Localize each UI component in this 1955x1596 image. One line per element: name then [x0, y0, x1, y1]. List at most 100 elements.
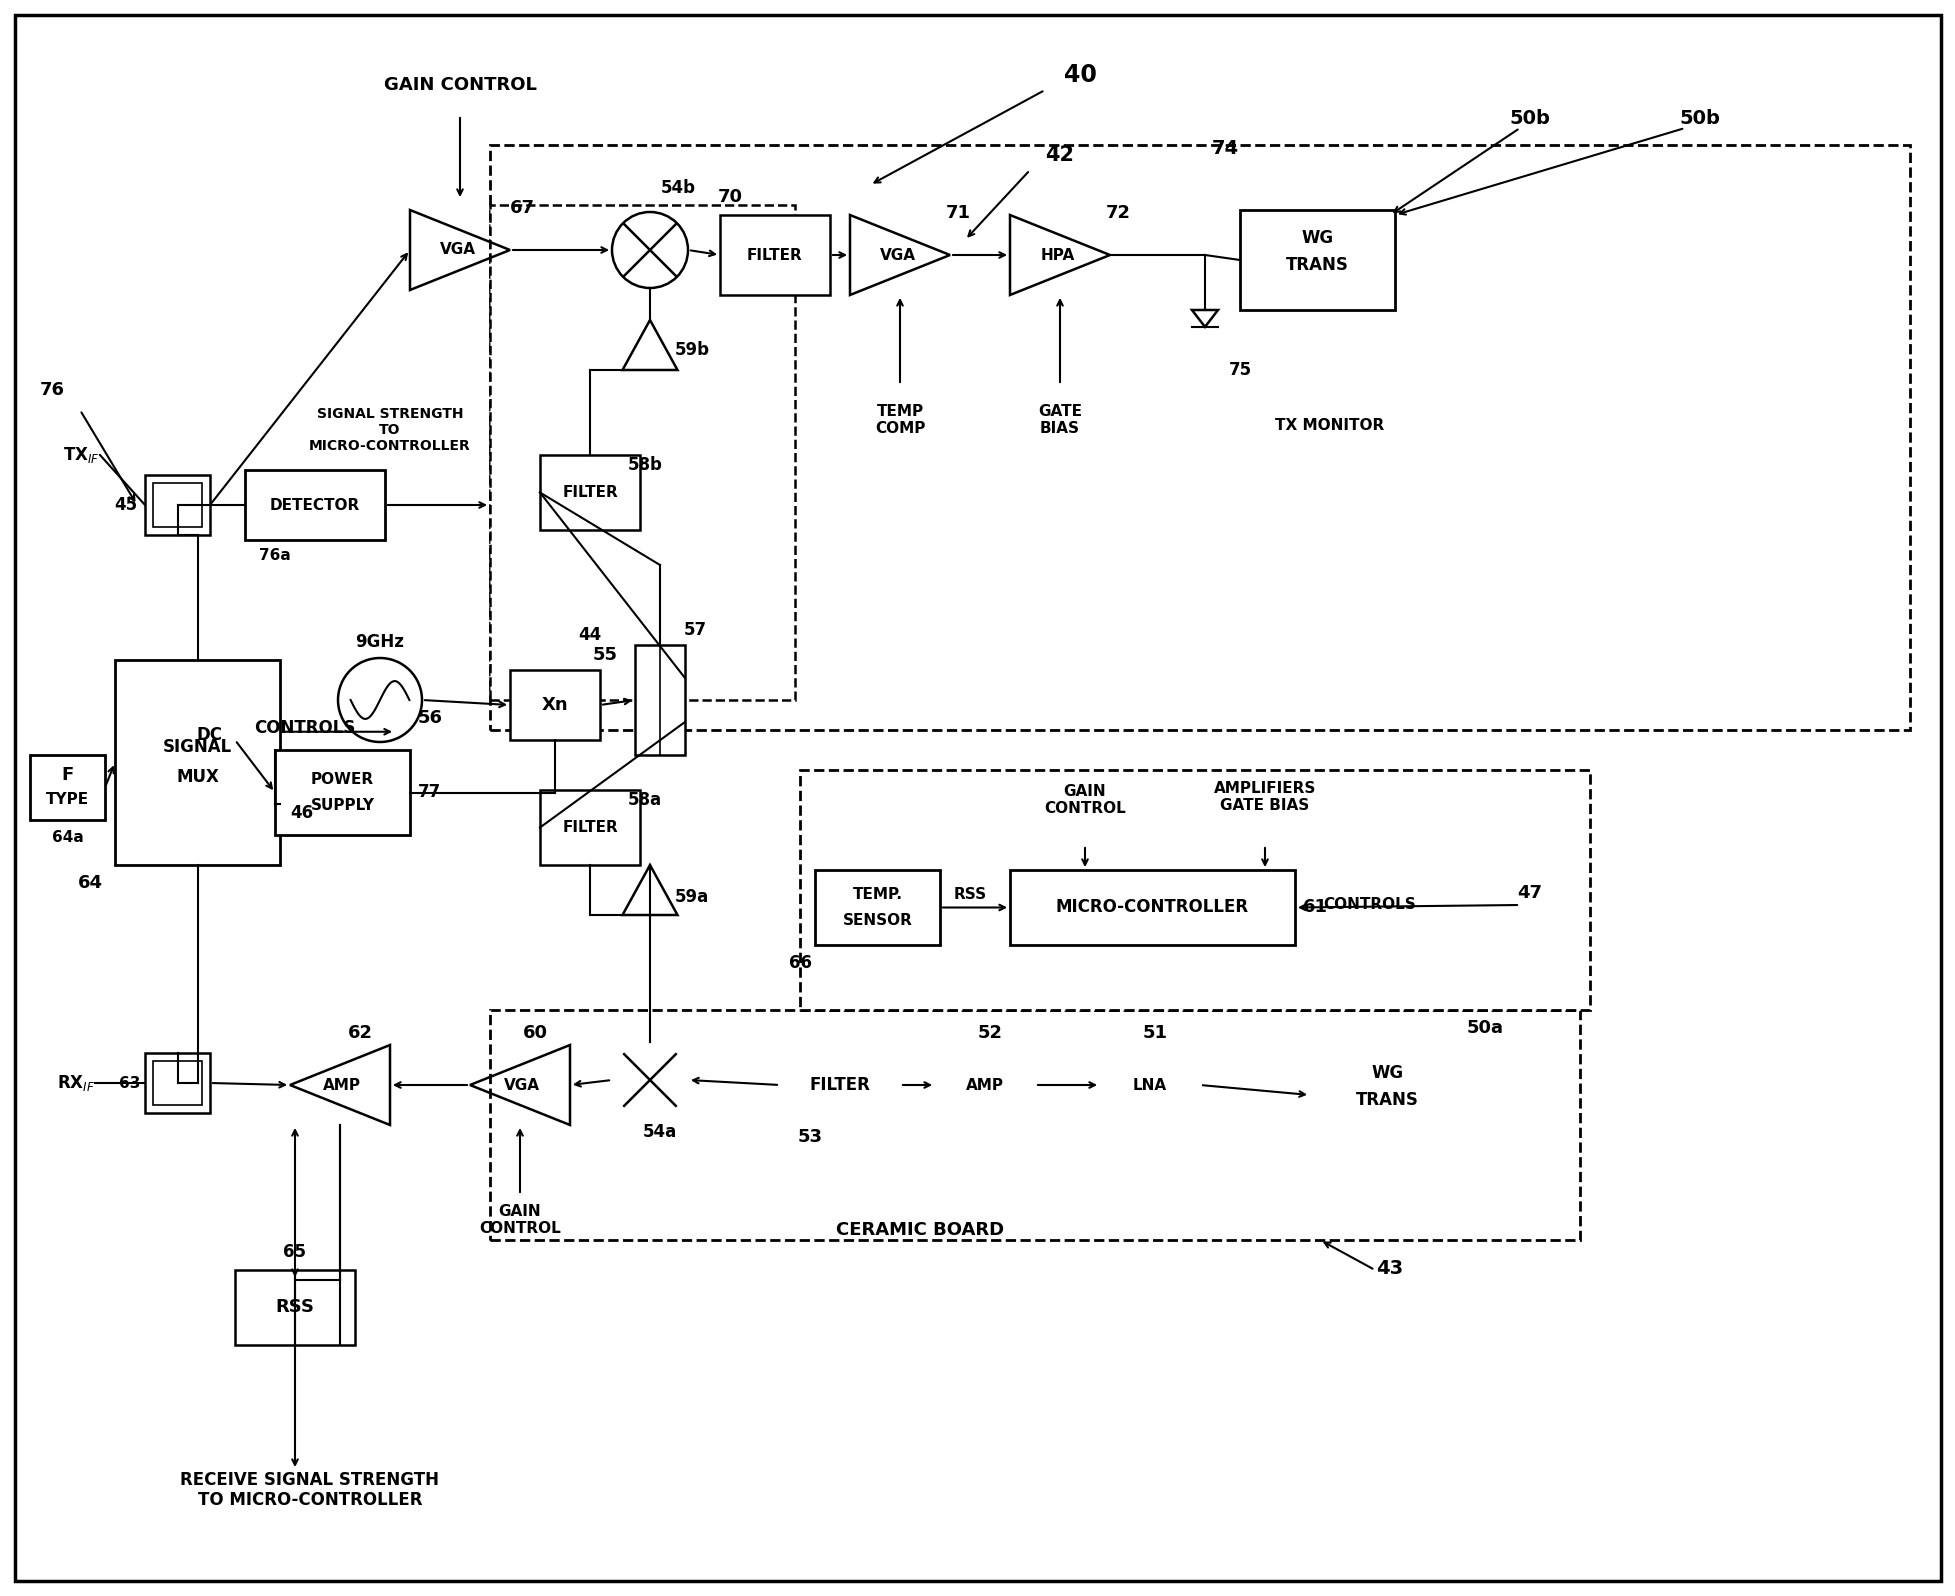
Bar — [115, 661, 280, 865]
Text: TX$_{IF}$: TX$_{IF}$ — [63, 445, 100, 464]
Text: 46: 46 — [289, 804, 313, 822]
Bar — [244, 469, 385, 539]
Text: 77: 77 — [418, 784, 442, 801]
Text: GAIN CONTROL: GAIN CONTROL — [383, 77, 536, 94]
Text: 53: 53 — [798, 1128, 823, 1146]
Bar — [540, 455, 639, 530]
Text: 54a: 54a — [643, 1124, 676, 1141]
Text: FILTER: FILTER — [561, 820, 618, 835]
Text: VGA: VGA — [440, 243, 475, 257]
Text: 63: 63 — [119, 1076, 141, 1090]
Text: 45: 45 — [113, 496, 137, 514]
Bar — [719, 215, 829, 295]
Text: 76a: 76a — [258, 547, 291, 562]
Bar — [540, 790, 639, 865]
Bar — [1239, 211, 1394, 310]
Text: RSS: RSS — [276, 1299, 315, 1317]
Text: TRANS: TRANS — [1355, 1092, 1417, 1109]
Bar — [510, 670, 600, 741]
Bar — [1009, 870, 1294, 945]
Text: 74: 74 — [1210, 139, 1238, 158]
Text: 65: 65 — [283, 1243, 307, 1261]
Text: SENSOR: SENSOR — [843, 913, 911, 927]
Bar — [1310, 1045, 1464, 1144]
Bar — [491, 145, 1908, 729]
Bar — [145, 1053, 209, 1112]
Text: AMPLIFIERS
GATE BIAS: AMPLIFIERS GATE BIAS — [1214, 780, 1316, 814]
Text: 70: 70 — [717, 188, 743, 206]
Text: GAIN
CONTROL: GAIN CONTROL — [479, 1203, 561, 1237]
Text: WG: WG — [1370, 1065, 1404, 1082]
Text: 56: 56 — [416, 709, 442, 728]
Text: GAIN
CONTROL: GAIN CONTROL — [1044, 784, 1126, 816]
Bar — [276, 750, 411, 835]
Text: 50a: 50a — [1466, 1018, 1503, 1037]
Text: VGA: VGA — [504, 1077, 540, 1093]
Bar — [235, 1270, 354, 1345]
Bar — [491, 1010, 1580, 1240]
Text: FILTER: FILTER — [809, 1076, 870, 1093]
Text: 54b: 54b — [661, 179, 696, 196]
Text: RSS: RSS — [952, 887, 985, 902]
Text: 58b: 58b — [628, 456, 663, 474]
Text: 43: 43 — [1376, 1259, 1404, 1277]
Text: 50b: 50b — [1509, 109, 1550, 128]
Text: CERAMIC BOARD: CERAMIC BOARD — [835, 1221, 1003, 1238]
Text: 44: 44 — [579, 626, 602, 645]
Text: VGA: VGA — [880, 247, 915, 262]
Text: 57: 57 — [682, 621, 706, 638]
Bar — [152, 484, 201, 527]
Bar — [29, 755, 106, 820]
Text: TRANS: TRANS — [1284, 255, 1349, 275]
Text: POWER: POWER — [311, 772, 373, 787]
Text: TYPE: TYPE — [45, 792, 90, 808]
Text: 71: 71 — [944, 204, 970, 222]
Text: 50b: 50b — [1679, 109, 1720, 128]
Text: 61: 61 — [1302, 899, 1327, 916]
Text: DETECTOR: DETECTOR — [270, 498, 360, 512]
Text: HPA: HPA — [1040, 247, 1075, 262]
Text: 52: 52 — [978, 1025, 1003, 1042]
Text: 62: 62 — [348, 1025, 371, 1042]
Text: 58a: 58a — [628, 792, 661, 809]
Text: 47: 47 — [1517, 884, 1542, 902]
Bar — [815, 870, 940, 945]
Text: MUX: MUX — [176, 769, 219, 787]
Text: 72: 72 — [1105, 204, 1130, 222]
Text: 51: 51 — [1142, 1025, 1167, 1042]
Text: 64: 64 — [78, 875, 104, 892]
Bar — [152, 1061, 201, 1104]
Bar — [491, 204, 794, 701]
Text: 59b: 59b — [674, 342, 710, 359]
Text: FILTER: FILTER — [747, 247, 802, 262]
Text: FILTER: FILTER — [561, 485, 618, 500]
Text: SIGNAL: SIGNAL — [162, 739, 233, 757]
Text: F: F — [61, 766, 74, 785]
Text: 40: 40 — [1064, 62, 1097, 88]
Text: TEMP
COMP: TEMP COMP — [874, 404, 925, 436]
Text: CONTROLS: CONTROLS — [1324, 897, 1415, 913]
Text: AMP: AMP — [966, 1077, 1003, 1093]
Text: GATE
BIAS: GATE BIAS — [1038, 404, 1081, 436]
Text: WG: WG — [1300, 228, 1333, 247]
Text: 64a: 64a — [51, 830, 84, 846]
Text: AMP: AMP — [323, 1077, 362, 1093]
Text: MICRO-CONTROLLER: MICRO-CONTROLLER — [1056, 899, 1249, 916]
Text: DC: DC — [197, 726, 223, 744]
Bar — [780, 1045, 899, 1125]
Text: CONTROLS: CONTROLS — [254, 718, 356, 737]
Text: SIGNAL STRENGTH
TO
MICRO-CONTROLLER: SIGNAL STRENGTH TO MICRO-CONTROLLER — [309, 407, 471, 453]
Text: 9GHz: 9GHz — [356, 634, 405, 651]
Text: TEMP.: TEMP. — [852, 887, 901, 902]
Text: TX MONITOR: TX MONITOR — [1275, 418, 1384, 433]
Text: 75: 75 — [1228, 361, 1251, 378]
Text: 55: 55 — [592, 646, 618, 664]
Bar — [635, 645, 684, 755]
Text: LNA: LNA — [1132, 1077, 1167, 1093]
Text: 60: 60 — [522, 1025, 547, 1042]
Bar — [145, 476, 209, 535]
Text: 66: 66 — [788, 954, 811, 972]
Text: 67: 67 — [508, 200, 534, 217]
Bar — [800, 769, 1589, 1010]
Text: 76: 76 — [39, 381, 65, 399]
